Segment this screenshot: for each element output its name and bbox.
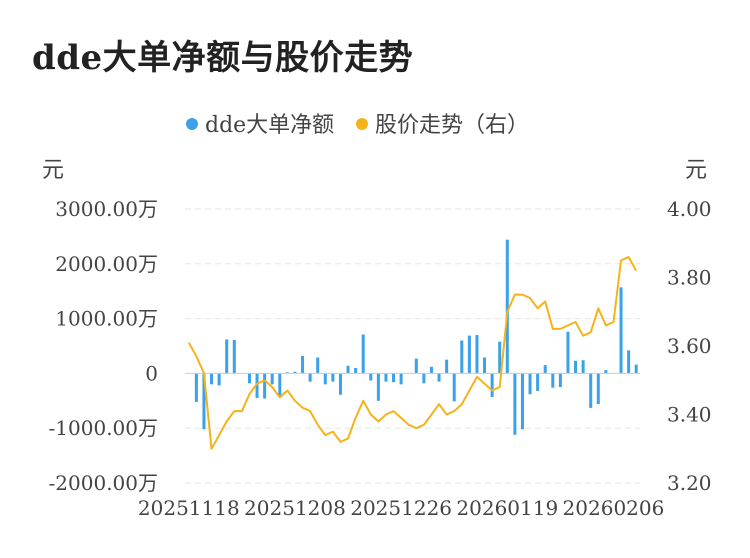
dde-bar — [225, 339, 229, 374]
dde-bar — [437, 373, 441, 382]
dde-bar — [475, 335, 479, 374]
left-tick-label: 2000.00万 — [55, 252, 158, 276]
right-tick-label: 4.00 — [667, 197, 712, 221]
dde-bar — [452, 373, 456, 402]
x-tick-label: 20251118 — [138, 496, 240, 520]
legend-bar-label[interactable]: dde大单净额 — [205, 113, 334, 138]
right-axis-unit: 元 — [685, 158, 707, 183]
dde-bar — [247, 373, 251, 384]
dde-bar — [520, 373, 524, 430]
dde-bar — [627, 350, 631, 374]
dde-bar — [376, 373, 380, 401]
left-tick-label: 0 — [145, 361, 158, 385]
dde-bar — [445, 359, 449, 374]
dde-bar — [369, 373, 373, 381]
x-tick-label: 20251226 — [350, 496, 452, 520]
dde-bar — [384, 373, 388, 382]
dde-bar — [422, 373, 426, 384]
dde-bar — [619, 287, 623, 374]
right-tick-label: 3.40 — [667, 403, 712, 427]
left-tick-label: -1000.00万 — [49, 416, 158, 440]
dde-bar — [202, 373, 206, 430]
legend-line-marker[interactable] — [356, 118, 368, 130]
dde-bar — [604, 370, 608, 374]
dde-bar — [513, 373, 517, 435]
chart-title: dde大单净额与股价走势 — [32, 38, 414, 78]
dde-bar — [460, 340, 464, 374]
dde-bar — [331, 373, 335, 382]
dde-bar — [346, 365, 350, 374]
dde-bar — [263, 373, 267, 399]
dde-bar — [490, 373, 494, 397]
left-tick-label: -2000.00万 — [49, 471, 158, 495]
price-line — [187, 256, 638, 450]
dde-bar — [392, 373, 396, 383]
dde-bar — [316, 357, 320, 374]
price-series-line — [187, 256, 638, 450]
legend-line-label[interactable]: 股价走势（右） — [375, 113, 529, 138]
dde-bar — [596, 373, 600, 405]
dde-bar — [483, 357, 487, 374]
right-tick-label: 3.20 — [667, 471, 712, 495]
dde-bar — [536, 373, 540, 391]
dde-bar — [232, 339, 236, 374]
dde-bar — [255, 373, 259, 399]
gridlines — [185, 208, 640, 484]
dde-bar — [566, 331, 570, 374]
dde-bar — [278, 373, 282, 397]
dde-bar — [285, 372, 289, 374]
dde-bar — [361, 334, 365, 374]
legend: dde大单净额 股价走势（右） — [186, 113, 529, 138]
dde-bar — [293, 371, 297, 374]
dde-bar — [589, 373, 593, 408]
legend-bar-marker[interactable] — [186, 118, 198, 130]
dde-bar — [505, 239, 509, 374]
x-tick-label: 20251208 — [244, 496, 346, 520]
x-tick-label: 20260119 — [456, 496, 558, 520]
right-tick-label: 3.80 — [667, 266, 712, 290]
dde-bar — [210, 373, 214, 385]
dde-bar — [270, 373, 274, 385]
left-axis-unit: 元 — [42, 158, 64, 183]
dde-bar — [543, 365, 547, 374]
dde-bar — [414, 358, 418, 374]
dde-bar — [217, 373, 221, 386]
dde-bar — [467, 335, 471, 374]
dde-bar — [429, 366, 433, 374]
dde-bar — [558, 373, 562, 388]
dde-bar — [581, 360, 585, 374]
dde-bar — [354, 367, 358, 374]
dde-bar — [338, 373, 342, 395]
dde-bar — [634, 364, 638, 374]
right-tick-label: 3.60 — [667, 334, 712, 358]
left-tick-label: 1000.00万 — [55, 307, 158, 331]
x-tick-label: 20260206 — [563, 496, 665, 520]
dde-bar — [323, 373, 327, 385]
dde-bar — [399, 373, 403, 385]
dde-bar — [498, 341, 502, 374]
dde-bar — [308, 373, 312, 382]
dde-bar — [574, 360, 578, 374]
axis-labels: 3000.00万 2000.00万 1000.00万 0 -1000.00万 -2000.… — [49, 197, 712, 520]
dde-bar — [301, 355, 305, 374]
dde-bars — [194, 239, 638, 435]
dde-bar — [194, 373, 198, 402]
dde-bar — [528, 373, 532, 395]
left-tick-label: 3000.00万 — [55, 197, 158, 221]
dde-bar — [551, 373, 555, 388]
